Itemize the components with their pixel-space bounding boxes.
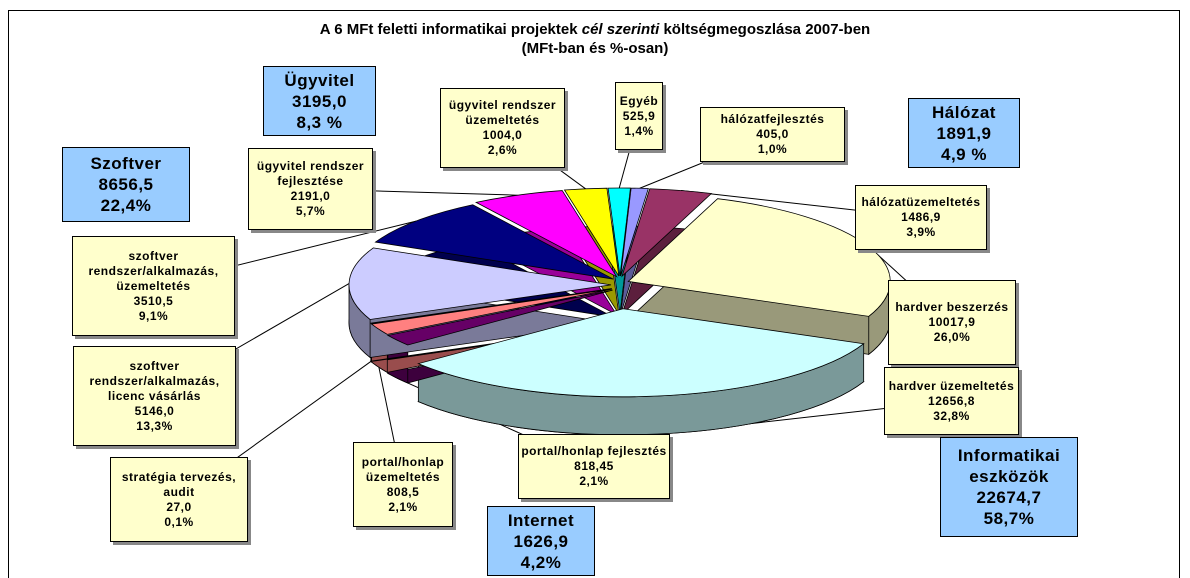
slice-value: 2191,0 xyxy=(290,189,331,203)
slice-percent: 26,0% xyxy=(933,330,971,344)
slice xyxy=(475,190,618,278)
chart-subtitle: (MFt-ban és %-osan) xyxy=(521,40,669,57)
slice-label: stratégia tervezés, audit 27,0 0,1% xyxy=(110,457,248,542)
slice-value: 12656,8 xyxy=(928,393,975,408)
group-name: Informatikai eszközök xyxy=(957,446,1061,486)
group-value: 22674,7 xyxy=(976,488,1042,507)
slice-name: Egyéb xyxy=(619,93,659,108)
group-label: Hálózat 1891,9 4,9 % xyxy=(908,98,1020,168)
group-percent: 8,3 % xyxy=(296,112,343,132)
slice-value: 3510,5 xyxy=(133,293,174,308)
slice-name: portal/honlap üzemeltetés xyxy=(361,454,445,484)
slice-percent: 2,1% xyxy=(388,499,418,514)
title-part: A 6 MFt feletti informatikai projektek xyxy=(319,21,578,38)
group-value: 1891,9 xyxy=(936,123,992,143)
group-value: 3195,0 xyxy=(292,91,347,111)
slice-name: hálózatüzemeltetés xyxy=(861,195,981,209)
group-label: Ügyvitel 3195,0 8,3 % xyxy=(263,66,376,136)
group-name: Hálózat xyxy=(932,102,996,122)
slice-percent: 2,6% xyxy=(487,143,518,157)
slice-percent: 0,1% xyxy=(164,514,194,529)
slice xyxy=(620,187,649,277)
group-name: Szoftver xyxy=(90,154,162,173)
slice-percent: 32,8% xyxy=(933,408,970,423)
title-part: költségmegoszlása 2007-ben xyxy=(663,21,871,38)
slice-value: 525,9 xyxy=(622,108,656,123)
chart-frame xyxy=(8,10,1180,578)
slice xyxy=(621,188,713,278)
slice-value: 27,0 xyxy=(166,499,192,514)
slice-name: szoftver rendszer/alkalmazás, licenc vás… xyxy=(89,358,220,403)
slice-value: 1004,0 xyxy=(482,128,523,142)
slice-name: ügyvitel rendszer fejlesztése xyxy=(256,159,365,188)
slice-label: hardver üzemeltetés 12656,8 32,8% xyxy=(884,367,1019,435)
slice-label: portal/honlap fejlesztés 818,45 2,1% xyxy=(518,434,670,499)
group-percent: 4,9 % xyxy=(941,144,987,164)
slice-label: ügyvitel rendszer fejlesztése 2191,0 5,7% xyxy=(248,148,373,230)
slice xyxy=(386,289,613,346)
slice-value: 1486,9 xyxy=(901,210,941,224)
slice xyxy=(417,308,865,398)
slice-percent: 1,0% xyxy=(757,142,788,156)
slice-label: hálózatüzemeltetés 1486,9 3,9% xyxy=(855,185,987,250)
slice-percent: 9,1% xyxy=(138,308,169,323)
slice-label: szoftver rendszer/alkalmazás, licenc vás… xyxy=(73,346,236,446)
slice-value: 808,5 xyxy=(386,484,420,499)
group-name: Ügyvitel xyxy=(284,70,355,90)
slice-value: 5146,0 xyxy=(134,403,175,418)
slice-percent: 2,1% xyxy=(579,474,609,488)
slice-name: szoftver rendszer/alkalmazás, üzemelteté… xyxy=(88,248,219,293)
slice-value: 405,0 xyxy=(756,127,789,141)
slice-label: hardver beszerzés 10017,9 26,0% xyxy=(888,280,1016,365)
slice-label: hálózatfejlesztés 405,0 1,0% xyxy=(700,107,845,162)
slice-percent: 3,9% xyxy=(906,225,936,239)
group-label: Szoftver 8656,5 22,4% xyxy=(62,147,190,222)
slice-percent: 1,4% xyxy=(624,123,654,138)
slice-name: ügyvitel rendszer üzemeltetés xyxy=(448,98,557,127)
group-value: 1626,9 xyxy=(513,531,569,551)
slice-value: 10017,9 xyxy=(928,315,976,329)
slice-name: portal/honlap fejlesztés xyxy=(521,444,667,458)
slice-label: portal/honlap üzemeltetés 808,5 2,1% xyxy=(353,442,453,527)
slice xyxy=(563,187,620,277)
slice-label: ügyvitel rendszer üzemeltetés 1004,0 2,6% xyxy=(440,88,565,168)
slice xyxy=(607,187,631,277)
group-value: 8656,5 xyxy=(98,175,154,194)
slice-percent: 13,3% xyxy=(136,418,173,433)
slice-name: hardver beszerzés xyxy=(895,300,1009,314)
group-name: Internet xyxy=(507,510,575,530)
slice xyxy=(348,247,612,320)
group-label: Informatikai eszközök 22674,7 58,7% xyxy=(940,437,1078,537)
group-label: Internet 1626,9 4,2% xyxy=(487,506,595,576)
slice xyxy=(369,288,612,324)
slice-label: szoftver rendszer/alkalmazás, üzemelteté… xyxy=(72,236,235,336)
group-percent: 4,2% xyxy=(520,552,562,572)
slice xyxy=(370,288,613,335)
chart-title: A 6 MFt feletti informatikai projektek c… xyxy=(0,20,1190,58)
slice-percent: 5,7% xyxy=(295,204,326,218)
slice-value: 818,45 xyxy=(574,459,614,473)
group-percent: 58,7% xyxy=(983,509,1035,528)
slice-name: hardver üzemeltetés xyxy=(888,378,1015,393)
group-percent: 22,4% xyxy=(100,196,152,215)
slice-name: hálózatfejlesztés xyxy=(720,112,825,126)
slice xyxy=(374,204,614,280)
slice-label: Egyéb 525,9 1,4% xyxy=(615,82,663,150)
slice-name: stratégia tervezés, audit xyxy=(121,469,237,499)
title-part: cél szerinti xyxy=(581,21,660,38)
